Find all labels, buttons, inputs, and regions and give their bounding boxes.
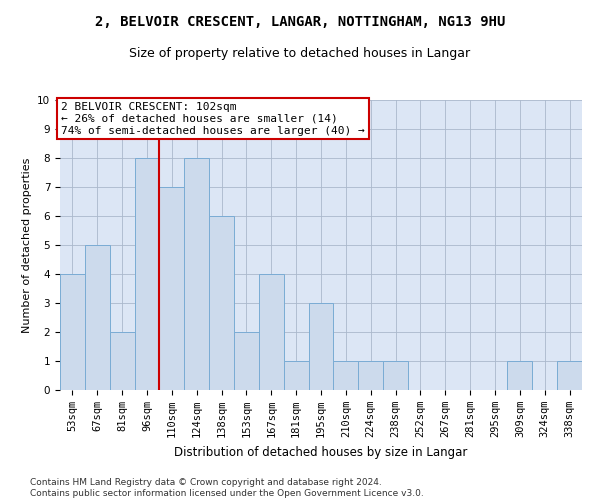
Bar bbox=[259, 274, 284, 390]
Bar bbox=[508, 361, 532, 390]
Bar bbox=[234, 332, 259, 390]
Bar bbox=[110, 332, 134, 390]
Bar bbox=[308, 303, 334, 390]
Text: Contains HM Land Registry data © Crown copyright and database right 2024.
Contai: Contains HM Land Registry data © Crown c… bbox=[30, 478, 424, 498]
Text: 2 BELVOIR CRESCENT: 102sqm
← 26% of detached houses are smaller (14)
74% of semi: 2 BELVOIR CRESCENT: 102sqm ← 26% of deta… bbox=[61, 102, 365, 136]
Text: Size of property relative to detached houses in Langar: Size of property relative to detached ho… bbox=[130, 48, 470, 60]
Bar bbox=[160, 187, 184, 390]
X-axis label: Distribution of detached houses by size in Langar: Distribution of detached houses by size … bbox=[175, 446, 467, 458]
Bar bbox=[134, 158, 160, 390]
Bar bbox=[184, 158, 209, 390]
Bar bbox=[358, 361, 383, 390]
Bar bbox=[334, 361, 358, 390]
Bar bbox=[557, 361, 582, 390]
Bar bbox=[209, 216, 234, 390]
Bar bbox=[284, 361, 308, 390]
Bar bbox=[85, 245, 110, 390]
Text: 2, BELVOIR CRESCENT, LANGAR, NOTTINGHAM, NG13 9HU: 2, BELVOIR CRESCENT, LANGAR, NOTTINGHAM,… bbox=[95, 15, 505, 29]
Bar bbox=[60, 274, 85, 390]
Y-axis label: Number of detached properties: Number of detached properties bbox=[22, 158, 32, 332]
Bar bbox=[383, 361, 408, 390]
